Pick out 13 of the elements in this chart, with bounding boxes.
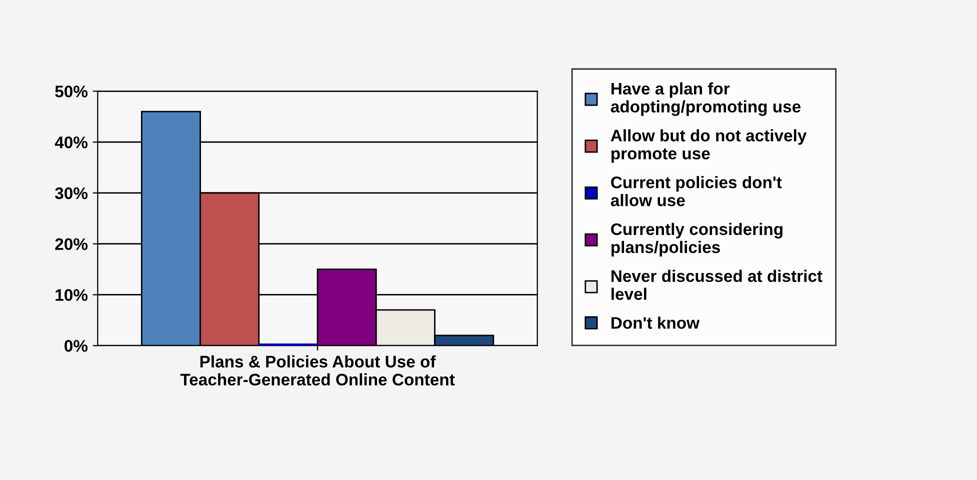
legend-label: Currently considering plans/policies [611,222,782,256]
y-tick-label: 30% [55,187,88,200]
y-tick-label: 50% [55,86,88,98]
legend-label: Never discussed at district level [612,270,822,300]
y-tick-label: 40% [54,136,88,148]
y-tick-label: 20% [55,238,88,250]
x-tick-label: Plans & Policies About Use of Teacher-Generated Online Content [180,355,455,386]
y-tick-label: 10% [56,289,88,301]
legend-label: Don't know [612,316,700,329]
legend-label: Allow but do not actively promote use [610,129,807,163]
legend-label: Current policies don't allow use [610,176,782,206]
legend-label: Have a plan for adopting/promoting use [610,82,801,116]
y-tick-label: 0% [64,340,88,352]
